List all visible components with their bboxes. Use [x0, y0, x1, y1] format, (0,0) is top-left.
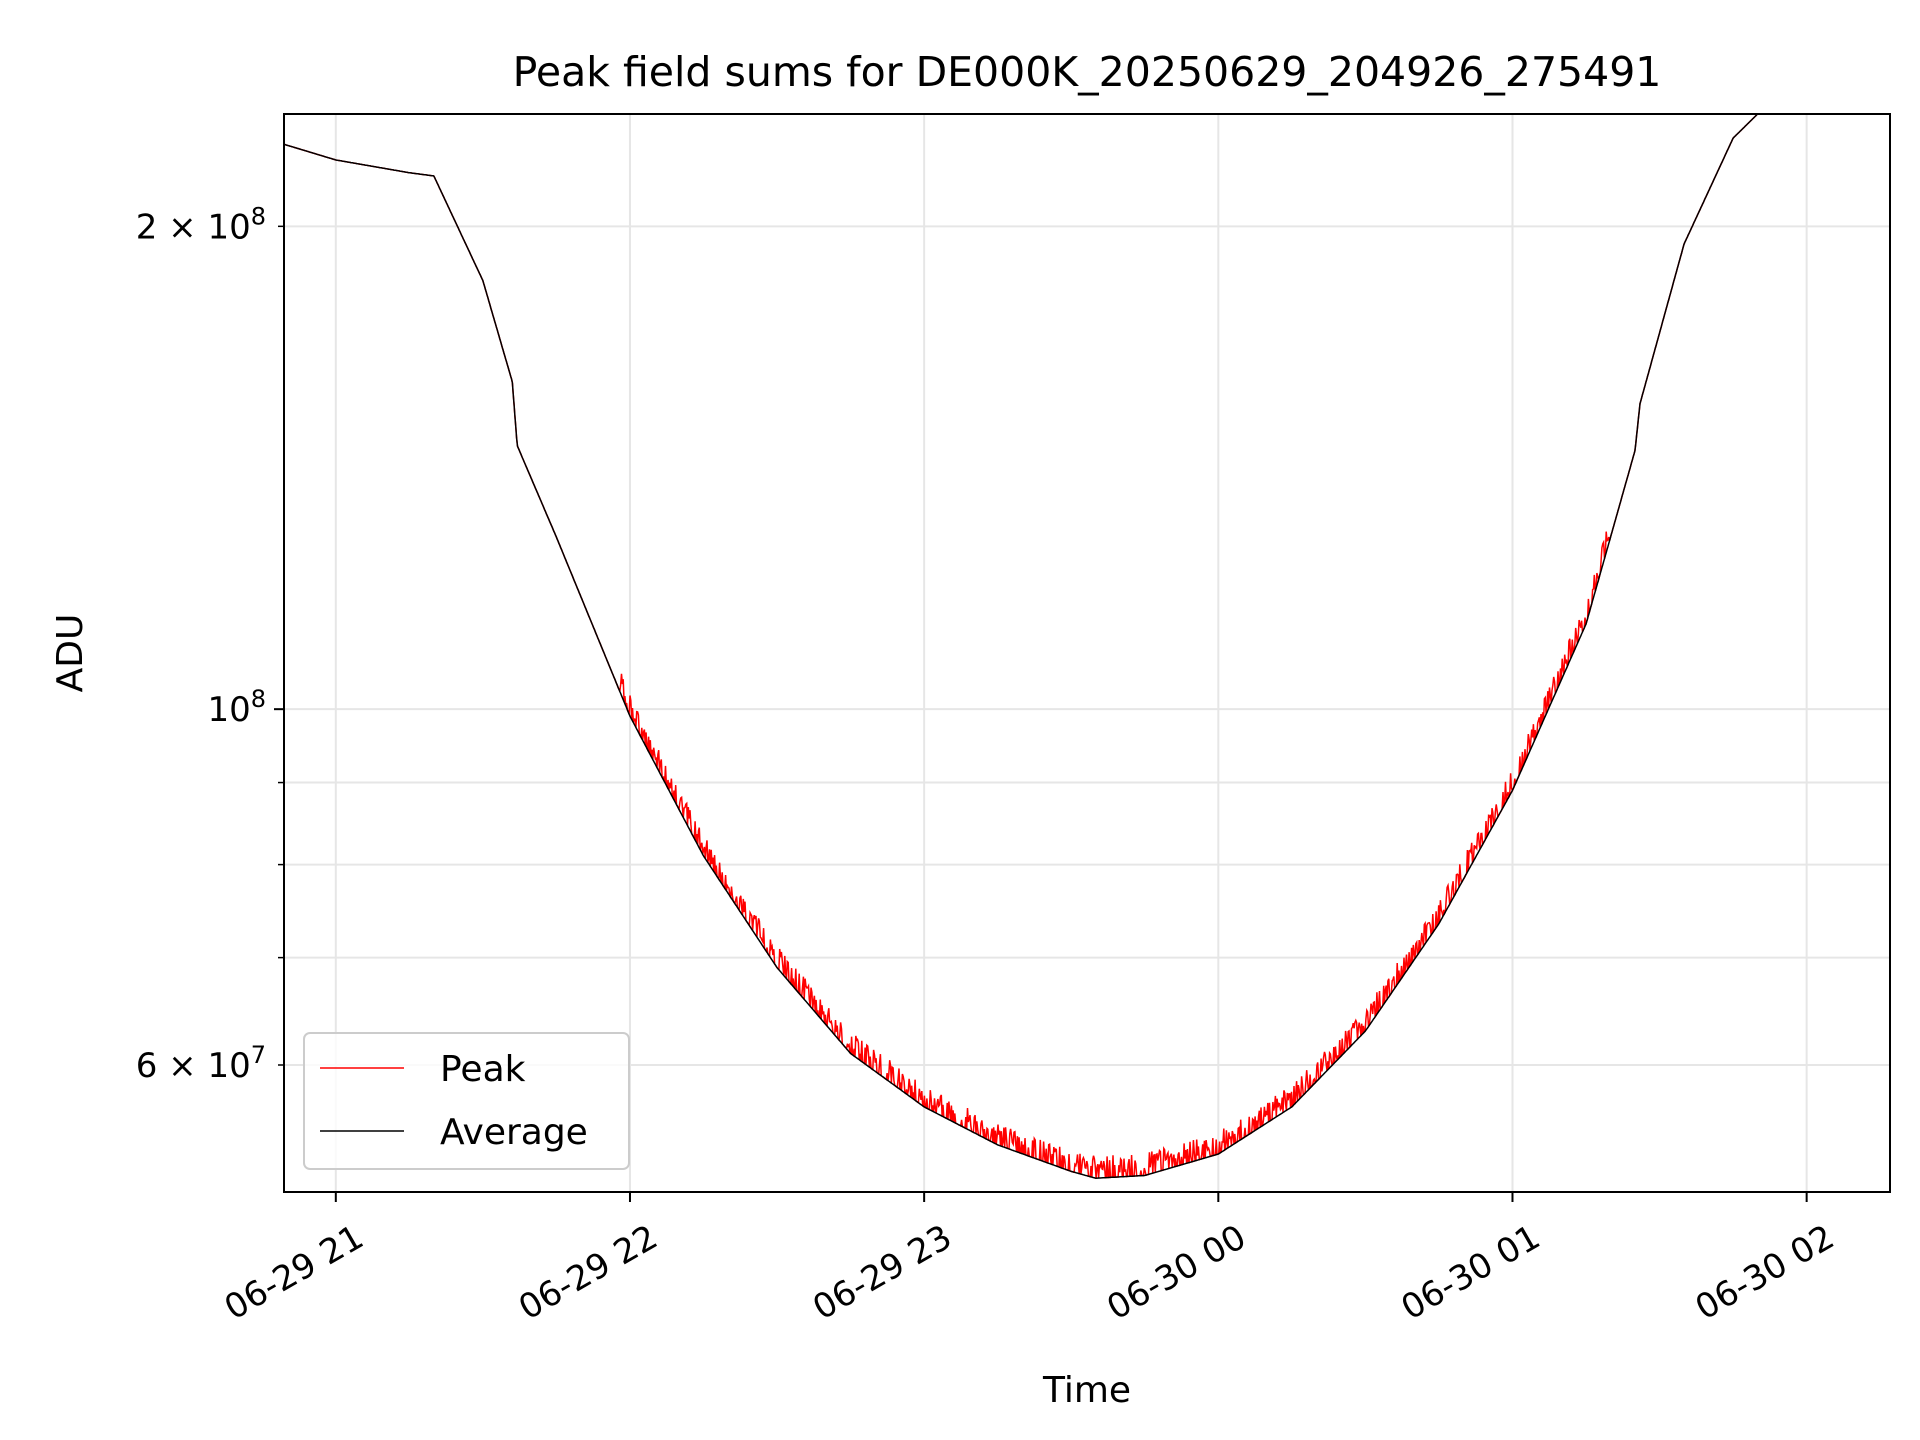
- plot-lines: [284, 114, 1807, 1179]
- legend-label-average: Average: [440, 1112, 588, 1153]
- grid: [284, 114, 1890, 1192]
- plot-frame: [283, 113, 1891, 1193]
- x-axis-label: Time: [1042, 1370, 1131, 1411]
- legend-label-peak: Peak: [440, 1049, 526, 1090]
- y-axis-label: ADU: [50, 614, 91, 693]
- legend: Peak Average: [303, 1032, 630, 1170]
- y-minor-tick-label: 6 × 107: [136, 1041, 266, 1086]
- series-line-average: [284, 114, 1807, 1179]
- y-axis: 108 6 × 107 2 × 108: [136, 202, 284, 1086]
- y-minor-tick-label: 2 × 108: [136, 202, 266, 247]
- chart-title: Peak field sums for DE000K_20250629_2049…: [513, 48, 1662, 96]
- legend-box: [303, 1032, 630, 1170]
- y-tick-label: 108: [207, 685, 266, 730]
